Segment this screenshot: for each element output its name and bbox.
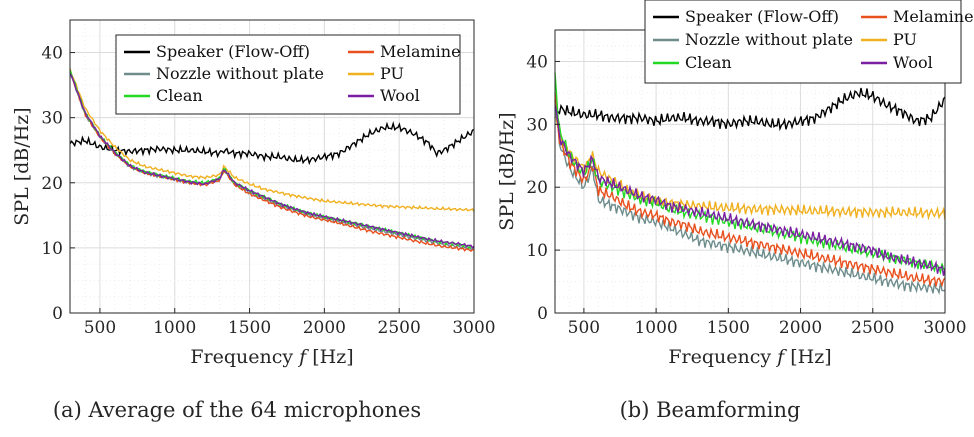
x-tick-label: 3000 bbox=[452, 318, 495, 338]
legend-label-pu: PU bbox=[893, 30, 917, 49]
series-line-nozzle-without-plate bbox=[554, 100, 946, 296]
series-line-wool bbox=[69, 73, 475, 250]
y-axis-label: SPL [dB/Hz] bbox=[496, 112, 518, 230]
x-axis-label-part: [Hz] bbox=[306, 346, 353, 368]
legend-label-melamine: Melamine bbox=[893, 7, 974, 26]
legend-box bbox=[644, 0, 962, 84]
series-lines bbox=[69, 67, 475, 252]
x-axis-label: Frequency f [Hz] bbox=[668, 346, 831, 368]
series-line-clean bbox=[554, 72, 946, 276]
legend-label-clean: Clean bbox=[685, 53, 732, 72]
y-tick-label: 30 bbox=[41, 109, 63, 129]
x-axis-label-symbol: f bbox=[775, 346, 787, 368]
legend-label-speaker-flow-off: Speaker (Flow-Off) bbox=[156, 42, 310, 61]
x-tick-label: 500 bbox=[568, 318, 600, 338]
caption: (a) Average of the 64 microphones bbox=[53, 398, 421, 422]
x-axis-ticks: 500 1000 1500 2000 2500 3000 bbox=[568, 308, 967, 338]
y-tick-label: 40 bbox=[526, 52, 548, 72]
y-tick-label: 0 bbox=[52, 304, 63, 324]
legend: Speaker (Flow-Off) Nozzle without plate Cl… bbox=[644, 0, 974, 84]
plot-frame bbox=[69, 19, 475, 314]
legend-label-nozzle-without-plate: Nozzle without plate bbox=[156, 64, 324, 83]
series-line-melamine bbox=[554, 92, 946, 288]
x-tick-label: 2500 bbox=[378, 318, 421, 338]
y-axis-ticks: 0 10 20 30 40 bbox=[41, 44, 75, 324]
legend-label-wool: Wool bbox=[893, 53, 933, 72]
legend-label-clean: Clean bbox=[156, 86, 203, 105]
y-tick-label: 20 bbox=[41, 174, 63, 194]
x-tick-label: 2500 bbox=[851, 318, 894, 338]
y-tick-label: 40 bbox=[41, 44, 63, 64]
series-line-speaker-flow-off bbox=[69, 121, 475, 166]
legend-label-wool: Wool bbox=[380, 86, 420, 105]
chart-average-microphones: 500 1000 1500 2000 2500 3000 0 10 20 30 40 SPL [d… bbox=[11, 19, 496, 422]
legend-label-pu: PU bbox=[380, 64, 404, 83]
y-tick-label: 30 bbox=[526, 115, 548, 135]
x-axis-label-part: Frequency bbox=[190, 346, 299, 368]
x-tick-label: 1000 bbox=[153, 318, 196, 338]
series-line-wool bbox=[554, 104, 946, 276]
x-tick-label: 1000 bbox=[634, 318, 677, 338]
x-tick-label: 1500 bbox=[707, 318, 750, 338]
x-axis-label: Frequency f [Hz] bbox=[190, 346, 353, 368]
series-line-pu bbox=[69, 67, 475, 212]
legend-label-nozzle-without-plate: Nozzle without plate bbox=[685, 30, 853, 49]
x-tick-label: 2000 bbox=[303, 318, 346, 338]
x-tick-label: 3000 bbox=[923, 318, 966, 338]
legend-box bbox=[115, 34, 461, 115]
chart-beamforming: 500 1000 1500 2000 2500 3000 0 10 20 30 40 SPL [d… bbox=[496, 0, 974, 422]
x-tick-label: 500 bbox=[84, 318, 116, 338]
series-line-speaker-flow-off bbox=[554, 87, 946, 132]
y-tick-label: 10 bbox=[526, 241, 548, 261]
y-axis-ticks: 0 10 20 30 40 bbox=[526, 52, 560, 324]
series-lines bbox=[554, 72, 946, 296]
x-tick-label: 2000 bbox=[779, 318, 822, 338]
y-tick-label: 20 bbox=[526, 178, 548, 198]
x-axis-label-part: [Hz] bbox=[784, 346, 831, 368]
x-axis-label-part: Frequency bbox=[668, 346, 777, 368]
x-tick-label: 1500 bbox=[228, 318, 271, 338]
legend: Speaker (Flow-Off) Nozzle without plate Cl… bbox=[115, 34, 461, 115]
caption: (b) Beamforming bbox=[620, 398, 801, 422]
y-axis-label: SPL [dB/Hz] bbox=[11, 107, 33, 225]
x-axis-label-symbol: f bbox=[297, 346, 309, 368]
series-line-melamine bbox=[69, 71, 475, 252]
y-tick-label: 0 bbox=[537, 304, 548, 324]
x-axis-ticks: 500 1000 1500 2000 2500 3000 bbox=[84, 308, 496, 338]
legend-label-melamine: Melamine bbox=[380, 42, 461, 61]
y-tick-label: 10 bbox=[41, 239, 63, 259]
legend-label-speaker-flow-off: Speaker (Flow-Off) bbox=[685, 7, 839, 26]
